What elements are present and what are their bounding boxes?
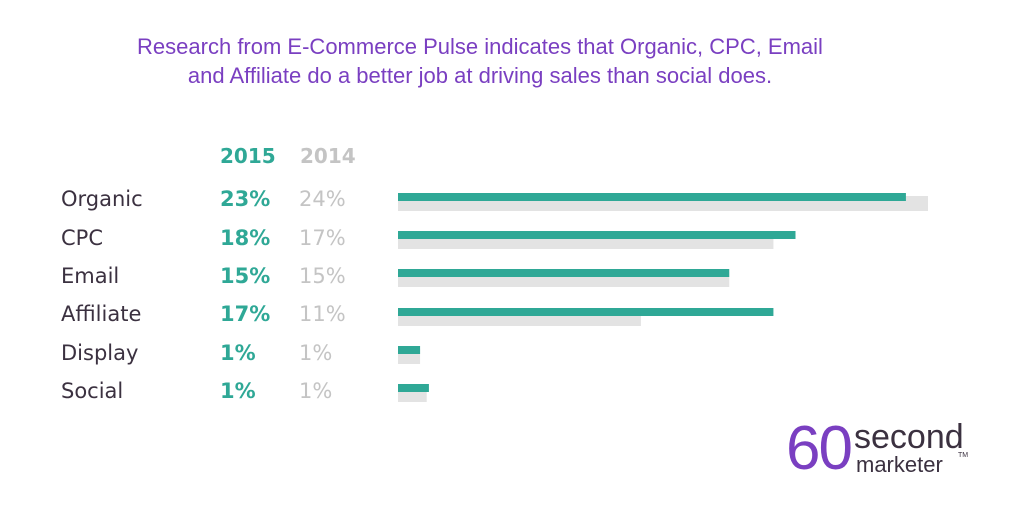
title-line-1: Research from E-Commerce Pulse indicates… xyxy=(137,34,823,59)
value-2015-email: 15% xyxy=(220,264,271,288)
bar-2015-affiliate xyxy=(398,308,774,316)
value-2014-display: 1% xyxy=(299,341,333,365)
logo-word-marketer: marketer xyxy=(856,452,943,477)
logo-word-second: second xyxy=(854,418,964,456)
category-label-social: Social xyxy=(61,379,124,403)
value-2014-organic: 24% xyxy=(299,187,346,211)
logo-number: 60 xyxy=(786,414,853,483)
bar-2015-cpc xyxy=(398,231,796,239)
bar-2015-social xyxy=(398,384,429,392)
category-label-affiliate: Affiliate xyxy=(61,302,142,326)
value-2015-display: 1% xyxy=(220,341,256,365)
bar-2015-organic xyxy=(398,193,906,201)
category-label-organic: Organic xyxy=(61,187,143,211)
legend-2015: 2015 xyxy=(220,144,276,168)
legend-2014: 2014 xyxy=(300,144,356,168)
title-line-2: and Affiliate do a better job at driving… xyxy=(187,63,773,88)
category-label-email: Email xyxy=(61,264,120,288)
value-2014-social: 1% xyxy=(299,379,333,403)
bar-2015-email xyxy=(398,269,730,277)
value-2015-social: 1% xyxy=(220,379,256,403)
value-2015-affiliate: 17% xyxy=(220,302,271,326)
value-2014-email: 15% xyxy=(299,264,346,288)
chart-title: Research from E-Commerce Pulse indicates… xyxy=(0,32,960,90)
logo-trademark: TM xyxy=(958,452,969,459)
sixty-second-marketer-logo: 60 second marketer TM xyxy=(786,418,1006,488)
value-2014-affiliate: 11% xyxy=(299,302,346,326)
category-label-cpc: CPC xyxy=(61,226,103,250)
value-2015-organic: 23% xyxy=(220,187,271,211)
value-2015-cpc: 18% xyxy=(220,226,271,250)
bar-2015-display xyxy=(398,346,421,354)
category-label-display: Display xyxy=(61,341,139,365)
value-2014-cpc: 17% xyxy=(299,226,346,250)
